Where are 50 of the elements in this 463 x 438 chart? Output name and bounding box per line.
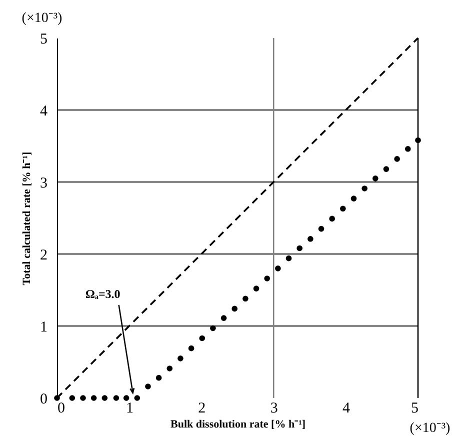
point (220, 315, 227, 321)
x-tick-label: 0 (58, 400, 65, 416)
point (199, 335, 206, 342)
point (54, 395, 60, 401)
y-tick-label: 3 (40, 176, 48, 192)
y-axis-title: Total calculated rate [% h⁻¹] (21, 152, 33, 286)
x-tick-label: 1 (126, 400, 134, 416)
y-tick-label: 2 (40, 248, 48, 264)
y-tick-label: 1 (40, 320, 48, 336)
point (178, 355, 184, 362)
x-tick-label: 4 (342, 400, 351, 416)
point (232, 306, 238, 312)
point (166, 366, 173, 372)
x-tick-label: 3 (270, 400, 278, 416)
point (362, 186, 368, 192)
point (210, 325, 216, 332)
point (242, 296, 248, 302)
point (286, 255, 292, 262)
point (308, 236, 314, 242)
point (156, 374, 162, 381)
point (113, 395, 120, 401)
point (253, 286, 260, 292)
annotation: Ωₐ=3.0 (85, 286, 120, 301)
point (264, 276, 270, 282)
point (415, 137, 421, 144)
x-axis-title: Bulk dissolution rate [% h⁻¹] (170, 418, 306, 430)
point (350, 196, 357, 202)
text: (×10⁻³) (22, 11, 63, 26)
point (340, 206, 346, 212)
point (394, 156, 400, 162)
x-tick-label: 2 (198, 400, 206, 416)
point (90, 395, 97, 401)
y-tick-label: 4 (40, 104, 48, 120)
y-tick-label: 5 (40, 32, 48, 48)
point (69, 395, 76, 401)
point (296, 245, 303, 252)
point (145, 384, 151, 390)
point (188, 345, 194, 352)
point (80, 395, 86, 401)
point (404, 146, 411, 152)
point (134, 395, 140, 401)
point (123, 395, 130, 401)
point (329, 216, 335, 222)
point (102, 395, 108, 401)
x-tick-label: 5 (411, 400, 418, 416)
point (383, 166, 390, 172)
point (372, 175, 378, 182)
point (318, 226, 324, 232)
point (275, 265, 281, 272)
text: (×10⁻³) (410, 421, 451, 436)
